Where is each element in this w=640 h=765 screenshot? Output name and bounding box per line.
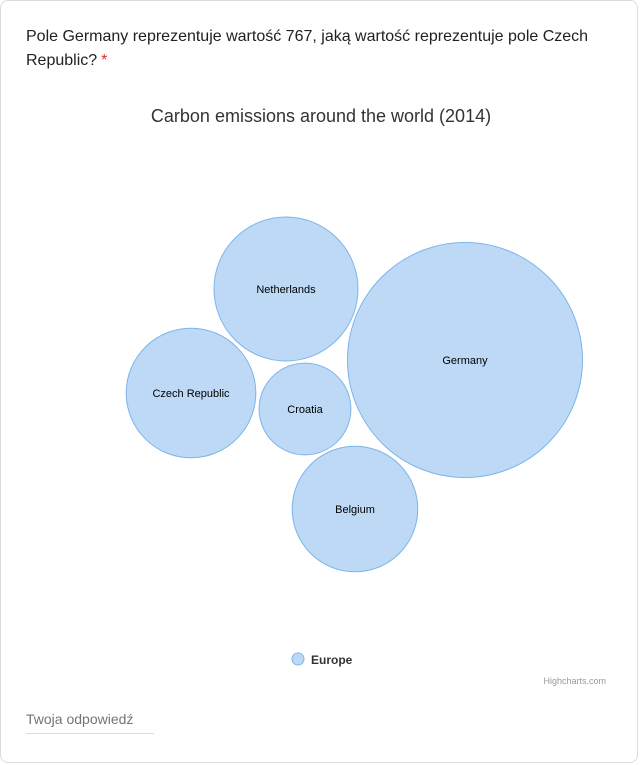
bubble-czech-republic[interactable] — [125, 327, 257, 459]
chart-svg: Carbon emissions around the world (2014)… — [125, 106, 606, 686]
bubbles-group: Germany Netherlands Belgium Czech Republic C… — [125, 216, 583, 573]
question-text: Pole Germany reprezentuje wartość 767, j… — [26, 25, 616, 73]
bubble-label-croatia: Croatia — [287, 404, 323, 416]
legend-item-europe[interactable]: Europe — [311, 653, 353, 667]
bubble-belgium[interactable] — [291, 445, 419, 573]
bubble-croatia[interactable] — [258, 362, 352, 456]
answer-field-wrapper — [26, 709, 154, 734]
bubble-chart: Carbon emissions around the world (2014)… — [1, 91, 640, 701]
answer-input[interactable] — [26, 709, 154, 731]
bubble-label-belgium: Belgium — [335, 504, 375, 516]
chart-title: Carbon emissions around the world (2014) — [151, 106, 491, 126]
chart-credits[interactable]: Highcharts.com — [543, 676, 606, 686]
required-asterisk: * — [101, 52, 108, 69]
legend-symbol — [291, 652, 305, 666]
bubble-label-germany: Germany — [442, 355, 488, 367]
legend[interactable]: Europe — [291, 652, 353, 667]
question-label: Pole Germany reprezentuje wartość 767, j… — [26, 28, 589, 69]
bubble-label-netherlands: Netherlands — [256, 284, 316, 296]
bubble-germany[interactable] — [347, 242, 583, 478]
bubble-netherlands[interactable] — [213, 216, 359, 362]
bubble-label-czech-republic: Czech Republic — [152, 388, 230, 400]
